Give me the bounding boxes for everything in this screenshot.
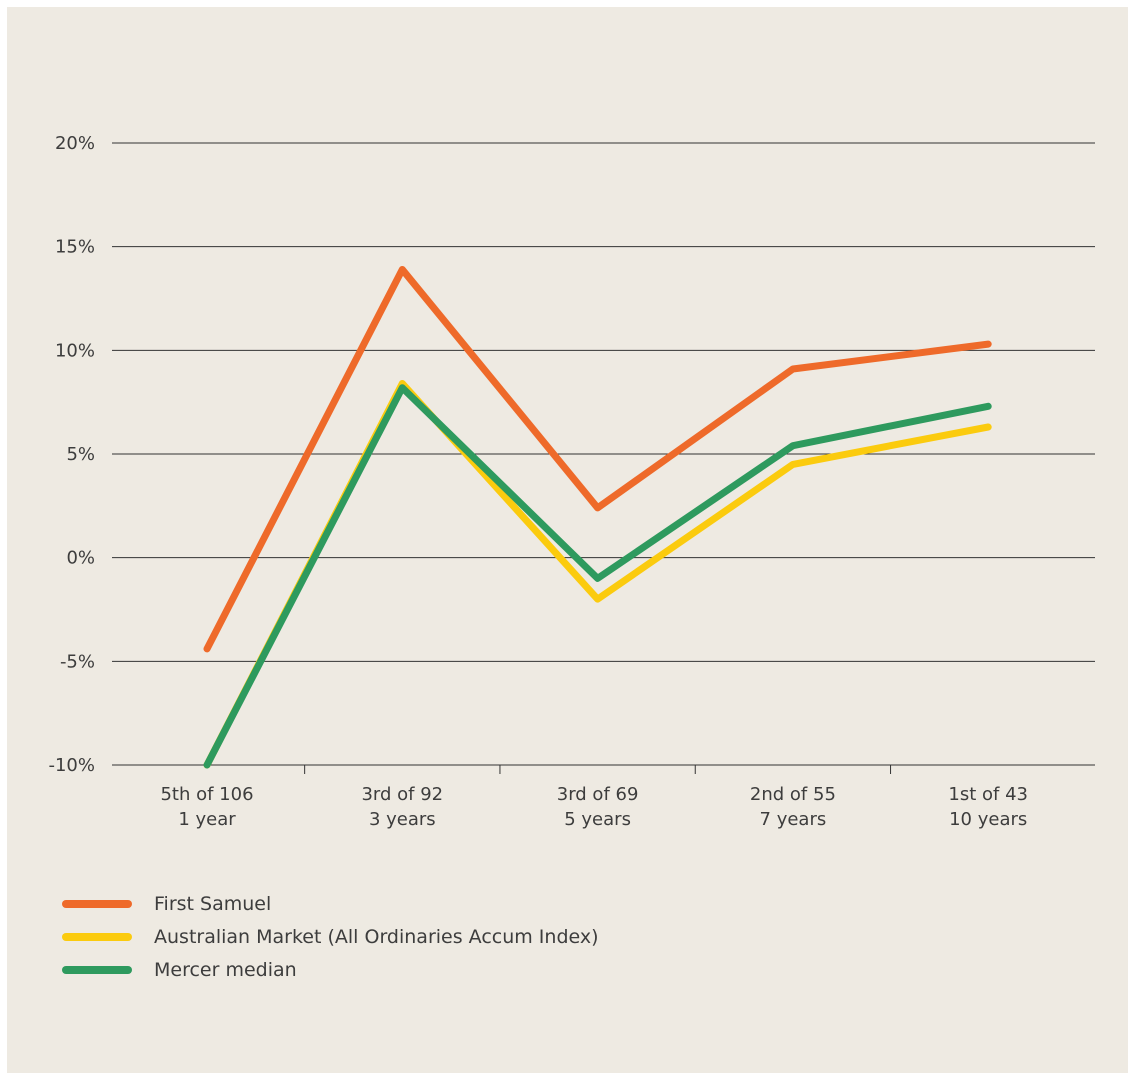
y-tick-label: 5% xyxy=(66,444,95,465)
series-line-mercer-median xyxy=(203,384,992,769)
legend-item-mercer-median: Mercer median xyxy=(62,953,599,986)
x-tick-label: 2nd of 55 xyxy=(750,784,836,805)
x-axis-ticks: 5th of 106 1 year 3rd of 92 3 years 3rd of 6… xyxy=(160,765,1028,830)
legend-label-mercer-median: Mercer median xyxy=(154,958,297,981)
gridlines xyxy=(112,142,1095,766)
y-tick-label: 20% xyxy=(55,133,95,154)
legend-item-australian-market: Australian Market (All Ordinaries Accum … xyxy=(62,920,599,953)
y-tick-label: -5% xyxy=(60,651,95,672)
y-axis-ticks: 20% 15% 10% 5% 0% -5% -10% xyxy=(48,133,95,776)
legend-swatch-first-samuel xyxy=(62,899,132,908)
series-line-first-samuel xyxy=(203,266,992,653)
x-tick-label-period: 10 years xyxy=(949,809,1027,830)
legend-swatch-mercer-median xyxy=(62,965,132,974)
legend-label-first-samuel: First Samuel xyxy=(154,892,272,915)
x-tick-label-period: 5 years xyxy=(564,809,631,830)
x-tick-label: 3rd of 92 xyxy=(361,784,443,805)
chart-panel: 20% 15% 10% 5% 0% -5% -10% 5th of 106 1 year 3rd… xyxy=(7,7,1128,1073)
x-tick-label-period: 1 year xyxy=(178,809,236,830)
legend: First Samuel Australian Market (All Ordi… xyxy=(62,887,599,986)
x-tick-label-period: 7 years xyxy=(760,809,827,830)
x-tick-label: 3rd of 69 xyxy=(557,784,639,805)
y-tick-label: -10% xyxy=(48,755,95,776)
series-lines xyxy=(203,266,992,769)
x-tick-label: 1st of 43 xyxy=(948,784,1028,805)
y-tick-label: 10% xyxy=(55,340,95,361)
legend-swatch-australian-market xyxy=(62,932,132,941)
x-tick-label-period: 3 years xyxy=(369,809,436,830)
legend-label-australian-market: Australian Market (All Ordinaries Accum … xyxy=(154,925,599,948)
legend-item-first-samuel: First Samuel xyxy=(62,887,599,920)
x-tick-label: 5th of 106 xyxy=(160,784,253,805)
y-tick-label: 15% xyxy=(55,237,95,258)
line-chart: 20% 15% 10% 5% 0% -5% -10% 5th of 106 1 year 3rd… xyxy=(48,133,1095,830)
y-tick-label: 0% xyxy=(66,548,95,569)
